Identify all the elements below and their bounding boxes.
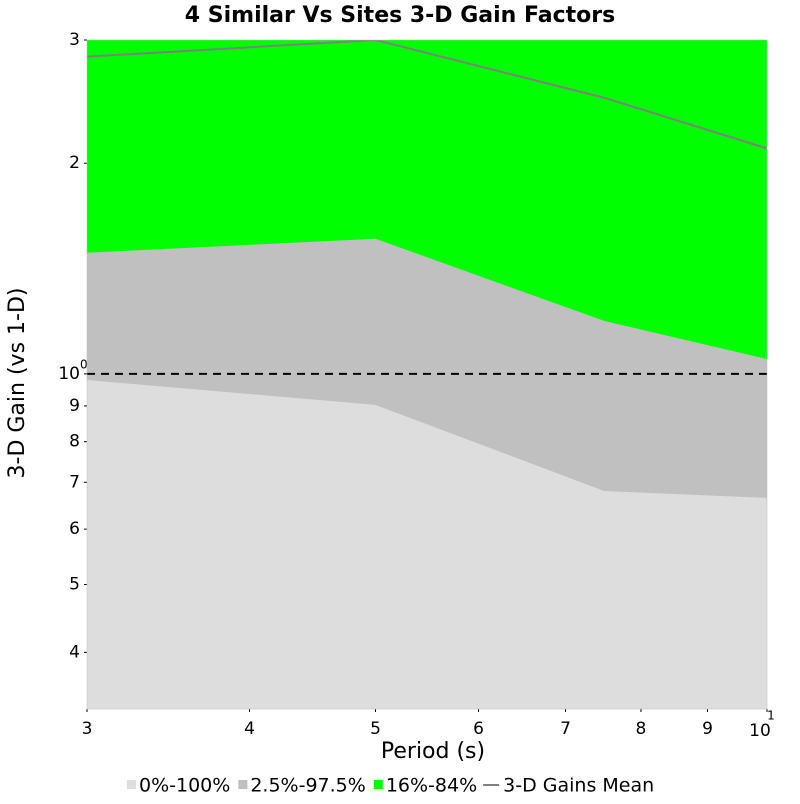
y-tick-label: 2: [69, 153, 80, 173]
legend-label: 0%-100%: [139, 775, 230, 797]
x-tick-label: 4: [244, 719, 255, 739]
band-area: [87, 40, 767, 360]
legend-label: 16%-84%: [386, 775, 477, 797]
x-tick-label: 8: [636, 719, 647, 739]
y-tick-label: 8: [69, 432, 80, 452]
x-tick-label: 5: [370, 719, 381, 739]
y-tick-exponent: 0: [80, 357, 88, 371]
legend-label: 2.5%-97.5%: [250, 775, 365, 797]
x-tick-label: 6: [473, 719, 484, 739]
y-tick-label: 10: [58, 364, 80, 384]
plot-area: [87, 40, 767, 709]
plot-border: [86, 39, 768, 710]
legend-swatch: [238, 780, 248, 789]
x-tick-exponent: 1: [767, 709, 775, 723]
x-tick-label: 7: [560, 719, 571, 739]
y-tick-label: 6: [69, 519, 80, 539]
y-tick-label: 9: [69, 396, 80, 416]
chart-title: 4 Similar Vs Sites 3-D Gain Factors: [185, 3, 615, 28]
legend-swatch: [127, 780, 136, 789]
legend-swatch: [373, 780, 383, 789]
y-tick-label: 7: [69, 472, 80, 492]
y-tick-label: 5: [69, 575, 80, 595]
y-axis-label: 3-D Gain (vs 1-D): [5, 288, 30, 479]
x-tick-label: 3: [82, 719, 93, 739]
legend-label: 3-D Gains Mean: [503, 775, 654, 797]
y-tick-label: 4: [69, 642, 80, 662]
y-tick-label: 3: [69, 30, 80, 50]
mean-line: [87, 40, 767, 150]
x-tick-label: 9: [702, 719, 713, 739]
x-axis-label: Period (s): [381, 739, 485, 764]
x-tick-label: 10: [749, 721, 771, 741]
